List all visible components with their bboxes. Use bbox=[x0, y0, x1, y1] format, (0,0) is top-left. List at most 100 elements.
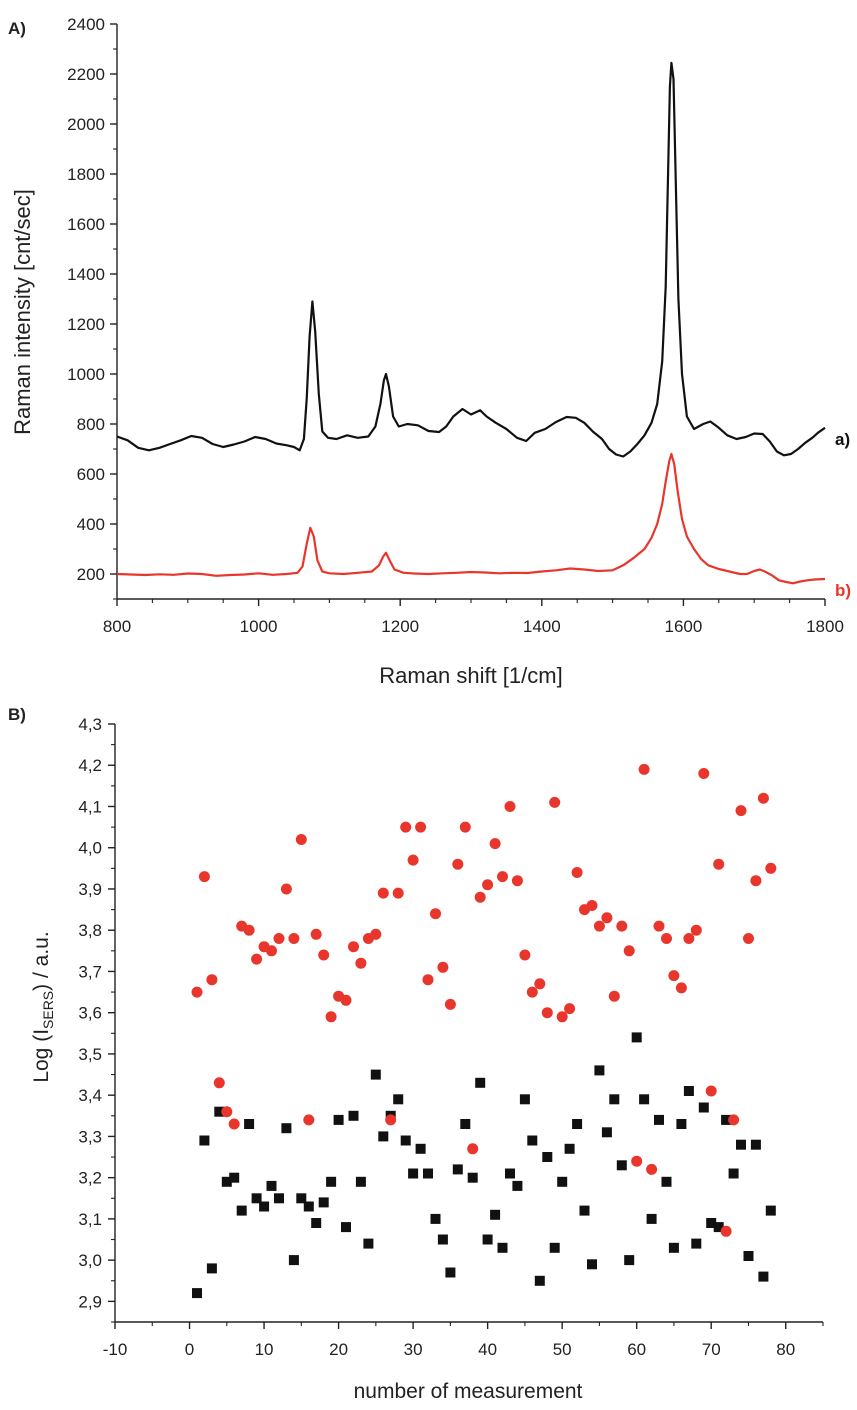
scatter-point-circle bbox=[743, 933, 754, 944]
scatter-point-circle bbox=[586, 900, 598, 911]
panel-b-label: B) bbox=[8, 705, 26, 724]
x-axis-title-b: number of measurement bbox=[354, 1380, 583, 1403]
scatter-point-square bbox=[452, 1164, 463, 1175]
scatter-point-square bbox=[706, 1218, 717, 1228]
scatter-point-circle bbox=[482, 879, 494, 891]
scatter-point-circle bbox=[601, 912, 613, 924]
scatter-point-square bbox=[363, 1238, 374, 1249]
scatter-point-square bbox=[728, 1168, 739, 1179]
y-tick-label-b: 3,4 bbox=[78, 1086, 102, 1105]
scatter-point-circle bbox=[325, 1011, 337, 1023]
scatter-point-square bbox=[490, 1209, 501, 1220]
scatter-point-circle bbox=[757, 792, 769, 804]
scatter-point-square bbox=[750, 1139, 761, 1150]
scatter-point-circle bbox=[243, 924, 255, 936]
scatter-point-circle bbox=[713, 858, 725, 870]
y-tick-label-b: 4,2 bbox=[78, 756, 102, 775]
scatter-point-circle bbox=[474, 891, 486, 903]
scatter-point-circle bbox=[191, 986, 203, 998]
y-tick-label-b: 3,1 bbox=[78, 1210, 102, 1229]
scatter-point-square bbox=[348, 1110, 359, 1121]
scatter-point-square bbox=[266, 1180, 277, 1191]
scatter-point-circle bbox=[765, 862, 777, 874]
x-tick-label-a: 1200 bbox=[381, 617, 419, 636]
x-tick-label-b: -10 bbox=[103, 1340, 128, 1359]
scatter-point-circle bbox=[653, 920, 665, 932]
scatter-point-square bbox=[430, 1213, 441, 1224]
scatter-point-square bbox=[415, 1143, 426, 1154]
y-tick-label-a: 1400 bbox=[67, 265, 105, 284]
scatter-point-square bbox=[288, 1255, 299, 1266]
scatter-point-circle bbox=[318, 949, 330, 961]
panel-a-label: A) bbox=[8, 19, 26, 38]
y-axis-title-b-main: Log (I bbox=[30, 1029, 53, 1083]
scatter-point-circle bbox=[661, 933, 672, 944]
scatter-point-circle bbox=[348, 941, 359, 953]
scatter-point-square bbox=[199, 1135, 210, 1146]
scatter-point-circle bbox=[705, 1085, 717, 1097]
scatter-point-square bbox=[587, 1259, 597, 1270]
scatter-point-square bbox=[668, 1242, 679, 1253]
y-tick-label-b: 4,1 bbox=[78, 797, 102, 816]
x-axis-title-a: Raman shift [1/cm] bbox=[379, 663, 562, 688]
scatter-point-circle bbox=[549, 796, 561, 808]
x-tick-label-b: 60 bbox=[627, 1340, 646, 1359]
scatter-point-square bbox=[370, 1069, 381, 1080]
x-tick-label-b: 30 bbox=[404, 1340, 423, 1359]
scatter-point-square bbox=[579, 1205, 590, 1216]
scatter-point-circle bbox=[564, 1003, 576, 1015]
scatter-point-square bbox=[557, 1176, 568, 1187]
scatter-point-square bbox=[646, 1213, 657, 1224]
scatter-point-circle bbox=[519, 949, 531, 961]
x-tick-label-b: 80 bbox=[776, 1340, 795, 1359]
scatter-point-square bbox=[355, 1176, 366, 1187]
scatter-point-circle bbox=[430, 908, 441, 920]
scatter-point-circle bbox=[392, 887, 404, 899]
scatter-point-circle bbox=[497, 871, 508, 883]
scatter-point-circle bbox=[452, 858, 464, 870]
scatter-point-circle bbox=[571, 867, 583, 878]
scatter-point-square bbox=[616, 1160, 627, 1171]
scatter-point-square bbox=[251, 1193, 262, 1204]
scatter-point-circle bbox=[683, 933, 695, 944]
scatter-point-circle bbox=[310, 928, 322, 940]
scatter-point-square bbox=[631, 1032, 642, 1043]
scatter-point-circle bbox=[444, 998, 456, 1010]
scatter-point-circle bbox=[288, 933, 300, 944]
x-tick-label-a: 1800 bbox=[806, 617, 844, 636]
scatter-point-circle bbox=[385, 1114, 397, 1126]
scatter-point-circle bbox=[698, 768, 710, 779]
y-tick-label-a: 2400 bbox=[67, 15, 105, 34]
y-tick-label-b: 4,3 bbox=[78, 715, 102, 734]
scatter-point-square bbox=[713, 1222, 724, 1233]
y-axis-title-b: Log (ISERS) / a.u. bbox=[30, 931, 56, 1082]
scatter-point-circle bbox=[340, 994, 352, 1006]
y-tick-label-a: 600 bbox=[77, 465, 105, 484]
scatter-point-circle bbox=[593, 920, 605, 932]
scatter-point-square bbox=[326, 1176, 337, 1187]
scatter-point-square bbox=[274, 1193, 284, 1204]
x-tick-label-b: 50 bbox=[553, 1340, 572, 1359]
scatter-point-square bbox=[497, 1242, 508, 1253]
scatter-point-circle bbox=[616, 920, 628, 932]
scatter-point-circle bbox=[556, 1011, 568, 1023]
scatter-point-square bbox=[691, 1238, 702, 1249]
series-line-a bbox=[116, 61, 826, 458]
y-tick-label-b: 3,6 bbox=[78, 1004, 102, 1023]
y-tick-label-b: 2,9 bbox=[78, 1292, 102, 1311]
y-tick-label-b: 3,5 bbox=[78, 1045, 102, 1064]
scatter-point-circle bbox=[280, 883, 292, 895]
x-tick-label-a: 1600 bbox=[664, 617, 702, 636]
scatter-point-square bbox=[654, 1114, 664, 1125]
scatter-point-square bbox=[423, 1168, 433, 1179]
scatter-point-square bbox=[333, 1114, 344, 1125]
scatter-point-square bbox=[676, 1119, 687, 1129]
y-tick-label-a: 2000 bbox=[67, 115, 105, 134]
scatter-point-square bbox=[475, 1077, 486, 1088]
scatter-point-square bbox=[765, 1205, 776, 1216]
y-tick-label-a: 2200 bbox=[67, 65, 105, 84]
scatter-point-circle bbox=[370, 928, 382, 940]
scatter-point-square bbox=[296, 1193, 307, 1204]
y-tick-label-b: 3,7 bbox=[78, 962, 102, 981]
